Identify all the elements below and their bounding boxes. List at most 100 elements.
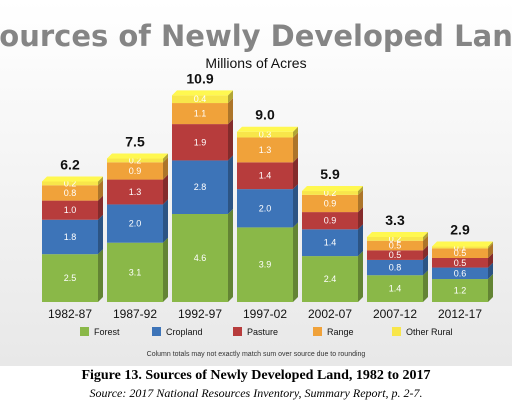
- bar-segment-cropland: [302, 229, 358, 257]
- chart-note: Column totals may not exactly match sum …: [147, 351, 366, 358]
- segment-value-label: 1.8: [64, 232, 77, 242]
- legend-item-range: Range: [313, 327, 354, 337]
- bar-total-label: 7.5: [125, 134, 145, 150]
- bar-segment-side: [358, 207, 363, 230]
- bar-segment-side: [293, 126, 298, 138]
- category-label: 2002-07: [308, 307, 352, 321]
- legend-item-pasture: Pasture: [233, 327, 278, 337]
- legend-label: Pasture: [247, 327, 278, 337]
- bar-total-label: 3.3: [385, 212, 405, 228]
- bar-segment-side: [228, 155, 233, 214]
- chart-subtitle: Millions of Acres: [205, 55, 306, 71]
- bar-1997-02: 3.9 2.0 1.4 1.3 0.3 9.0 1997-02: [237, 107, 298, 321]
- segment-value-label: 0.9: [324, 216, 337, 226]
- segment-value-label: 2.5: [64, 273, 77, 283]
- bar-segment-forest: [42, 254, 98, 302]
- bar-segment-range: [432, 248, 488, 258]
- bar-segment-side: [163, 157, 168, 180]
- bars-group: 2.51.81.00.80.26.21982-873.12.01.30.90.2…: [42, 70, 493, 321]
- segment-value-label: 2.0: [129, 219, 142, 229]
- segment-value-label: 1.3: [259, 145, 272, 155]
- bar-segment-side: [358, 189, 363, 213]
- segment-value-label: 0.5: [454, 258, 467, 268]
- caption-title: Figure 13. Sources of Newly Developed La…: [81, 368, 431, 383]
- segment-value-label: 0.8: [389, 263, 402, 273]
- category-label: 1982-87: [48, 307, 92, 321]
- segment-value-label: 1.2: [454, 286, 467, 296]
- bar-segment-pasture: [302, 212, 358, 230]
- segment-value-label: 2.0: [259, 203, 272, 213]
- segment-value-label: 0.6: [454, 268, 467, 278]
- legend-swatch: [313, 327, 322, 336]
- bar-segment-side: [228, 209, 233, 302]
- bar-segment-pasture: [172, 124, 228, 161]
- bar-segment-side: [423, 235, 428, 251]
- segment-value-label: 3.1: [129, 267, 142, 277]
- segment-value-label: 0.2: [389, 234, 402, 244]
- bar-segment-side: [358, 251, 363, 302]
- bar-segment-forest: [302, 256, 358, 302]
- bar-segment-cropland: [237, 189, 293, 228]
- bar-segment-cropland: [432, 267, 488, 280]
- segment-value-label: 0.5: [389, 250, 402, 260]
- bar-segment-side: [98, 180, 103, 201]
- segment-value-label: 4.6: [194, 253, 207, 263]
- bar-total-label: 2.9: [450, 222, 470, 238]
- segment-value-label: 0.5: [389, 241, 402, 251]
- segment-value-label: 1.4: [389, 284, 402, 294]
- segment-value-label: 0.4: [194, 94, 207, 104]
- category-label: 1992-97: [178, 307, 222, 321]
- segment-value-label: 3.9: [259, 260, 272, 270]
- bar-segment-side: [228, 119, 233, 161]
- bar-segment-forest: [172, 214, 228, 302]
- legend: Forest Cropland Pasture Range Other Rural: [80, 327, 453, 337]
- legend-item-cropland: Cropland: [152, 327, 203, 337]
- bar-segment-range: [302, 194, 358, 213]
- bar-segment-pasture: [107, 179, 163, 205]
- bar-segment-cropland: [42, 219, 98, 255]
- bar-total-label: 10.9: [186, 70, 213, 86]
- bar-segment-forest: [367, 275, 423, 302]
- bar-1987-92: 3.1 2.0 1.3 0.90.2 7.5 1987-92: [107, 134, 168, 321]
- legend-swatch: [152, 327, 161, 336]
- bar-segment-side: [98, 176, 103, 186]
- bar-top-face: [367, 231, 428, 237]
- segment-value-label: 2.4: [324, 274, 337, 284]
- bar-segment-pasture: [237, 162, 293, 190]
- bar-segment-side: [98, 195, 103, 220]
- bar-segment-side: [293, 222, 298, 302]
- legend-swatch: [392, 327, 401, 336]
- bar-top-face: [107, 153, 168, 159]
- bar-segment-pasture: [42, 200, 98, 220]
- bar-segment-range: [42, 185, 98, 201]
- bar-segment-other-rural: [432, 246, 488, 249]
- bar-segment-side: [163, 199, 168, 243]
- bar-segment-side: [358, 224, 363, 257]
- segment-value-label: 1.0: [64, 205, 77, 215]
- segment-value-label: 1.4: [259, 171, 272, 181]
- bar-segment-other-rural: [107, 158, 163, 163]
- category-label: 2007-12: [373, 307, 417, 321]
- bar-segment-side: [98, 214, 103, 255]
- bar-segment-side: [488, 243, 493, 258]
- bar-segment-forest: [107, 242, 163, 302]
- segment-value-label: 1.3: [129, 187, 142, 197]
- segment-value-label: 0.8: [64, 188, 77, 198]
- bar-top-face: [237, 126, 298, 132]
- bar-segment-other-rural: [302, 191, 358, 195]
- bar-segment-range: [237, 137, 293, 163]
- bar-segment-side: [293, 184, 298, 228]
- bar-segment-side: [488, 274, 493, 302]
- segment-value-label: 0.1: [454, 242, 467, 252]
- bar-segment-side: [488, 262, 493, 280]
- legend-label: Forest: [94, 327, 120, 337]
- figure-caption: Figure 13. Sources of Newly Developed La…: [0, 366, 512, 401]
- bar-segment-side: [163, 153, 168, 163]
- chart-title: Sources of Newly Developed Land: [0, 19, 512, 53]
- category-label: 1997-02: [243, 307, 287, 321]
- bar-segment-side: [228, 90, 233, 104]
- bar-segment-side: [293, 157, 298, 190]
- bar-segment-side: [488, 241, 493, 249]
